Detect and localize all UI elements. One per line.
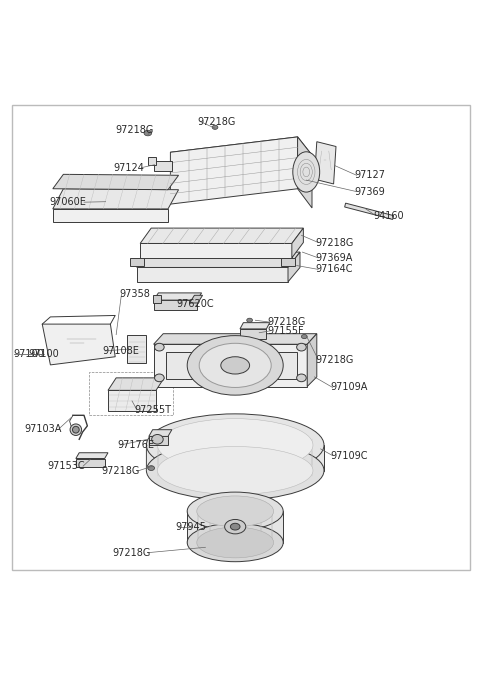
Polygon shape: [148, 157, 156, 165]
Text: 97109A: 97109A: [330, 383, 368, 393]
Ellipse shape: [187, 336, 283, 395]
Ellipse shape: [148, 466, 155, 471]
Ellipse shape: [301, 334, 307, 338]
Polygon shape: [149, 430, 172, 437]
Polygon shape: [76, 453, 108, 458]
Ellipse shape: [273, 234, 280, 239]
Polygon shape: [140, 244, 292, 258]
Ellipse shape: [202, 546, 209, 550]
Polygon shape: [307, 334, 317, 387]
Polygon shape: [137, 252, 300, 267]
Polygon shape: [154, 293, 202, 300]
Ellipse shape: [247, 318, 252, 322]
Text: 97153C: 97153C: [48, 461, 85, 471]
Polygon shape: [187, 511, 283, 542]
Text: 97127: 97127: [354, 171, 385, 180]
Text: 97100: 97100: [29, 349, 60, 359]
Polygon shape: [314, 141, 336, 184]
Polygon shape: [170, 137, 312, 171]
Ellipse shape: [155, 343, 164, 351]
Polygon shape: [154, 345, 307, 387]
Polygon shape: [298, 137, 312, 208]
Polygon shape: [42, 324, 115, 365]
Polygon shape: [240, 329, 266, 338]
Ellipse shape: [157, 418, 313, 471]
Text: 97218G: 97218G: [198, 116, 236, 127]
Ellipse shape: [187, 492, 283, 531]
Text: 97369: 97369: [354, 187, 385, 196]
Ellipse shape: [146, 414, 324, 476]
Text: 97358: 97358: [119, 289, 150, 299]
Ellipse shape: [144, 130, 152, 136]
Text: 97060E: 97060E: [49, 197, 86, 207]
Ellipse shape: [72, 427, 79, 433]
Ellipse shape: [197, 527, 274, 558]
Ellipse shape: [146, 441, 324, 500]
Ellipse shape: [293, 152, 320, 192]
Polygon shape: [53, 175, 179, 190]
Polygon shape: [53, 209, 168, 222]
Text: 97369A: 97369A: [316, 253, 353, 263]
Ellipse shape: [197, 496, 274, 527]
Polygon shape: [288, 252, 300, 282]
Ellipse shape: [230, 523, 240, 530]
Ellipse shape: [199, 343, 271, 387]
Polygon shape: [137, 267, 288, 282]
Ellipse shape: [155, 374, 164, 382]
Polygon shape: [154, 334, 317, 345]
Text: 97218G: 97218G: [268, 318, 306, 327]
Polygon shape: [53, 189, 179, 209]
Polygon shape: [108, 378, 164, 391]
Polygon shape: [154, 300, 197, 309]
Text: 97218G: 97218G: [113, 548, 151, 558]
Polygon shape: [190, 295, 203, 303]
Polygon shape: [345, 203, 394, 219]
Ellipse shape: [212, 125, 218, 129]
Polygon shape: [166, 352, 297, 379]
Text: 97218G: 97218G: [102, 466, 140, 476]
Text: 97100: 97100: [13, 349, 44, 359]
Text: 97945: 97945: [175, 522, 206, 531]
Text: 97108E: 97108E: [103, 346, 140, 356]
Ellipse shape: [297, 343, 306, 351]
Polygon shape: [149, 437, 168, 445]
Polygon shape: [140, 228, 303, 244]
Polygon shape: [76, 458, 105, 467]
Ellipse shape: [152, 435, 163, 444]
Ellipse shape: [221, 357, 250, 374]
Text: 97176E: 97176E: [118, 440, 155, 450]
Text: 97155F: 97155F: [268, 326, 304, 336]
Polygon shape: [108, 391, 156, 410]
Text: 97218G: 97218G: [115, 125, 154, 135]
Polygon shape: [146, 445, 324, 471]
Polygon shape: [127, 334, 146, 364]
Ellipse shape: [297, 374, 306, 382]
Polygon shape: [154, 161, 172, 171]
Ellipse shape: [187, 523, 283, 562]
Text: 94160: 94160: [373, 211, 404, 221]
Text: 97620C: 97620C: [177, 299, 214, 309]
Polygon shape: [281, 258, 295, 265]
Polygon shape: [153, 295, 161, 303]
Text: 97103A: 97103A: [24, 424, 61, 434]
Polygon shape: [170, 137, 298, 204]
Ellipse shape: [157, 447, 313, 494]
Ellipse shape: [70, 424, 82, 435]
Polygon shape: [130, 258, 144, 265]
Text: 97255T: 97255T: [134, 405, 171, 414]
Text: 97218G: 97218G: [316, 238, 354, 248]
Text: 97109C: 97109C: [330, 451, 368, 460]
Polygon shape: [292, 228, 303, 258]
Text: 97164C: 97164C: [316, 265, 353, 274]
Polygon shape: [240, 323, 270, 329]
Text: 97218G: 97218G: [316, 355, 354, 365]
Ellipse shape: [225, 519, 246, 534]
Text: 97124: 97124: [113, 162, 144, 173]
